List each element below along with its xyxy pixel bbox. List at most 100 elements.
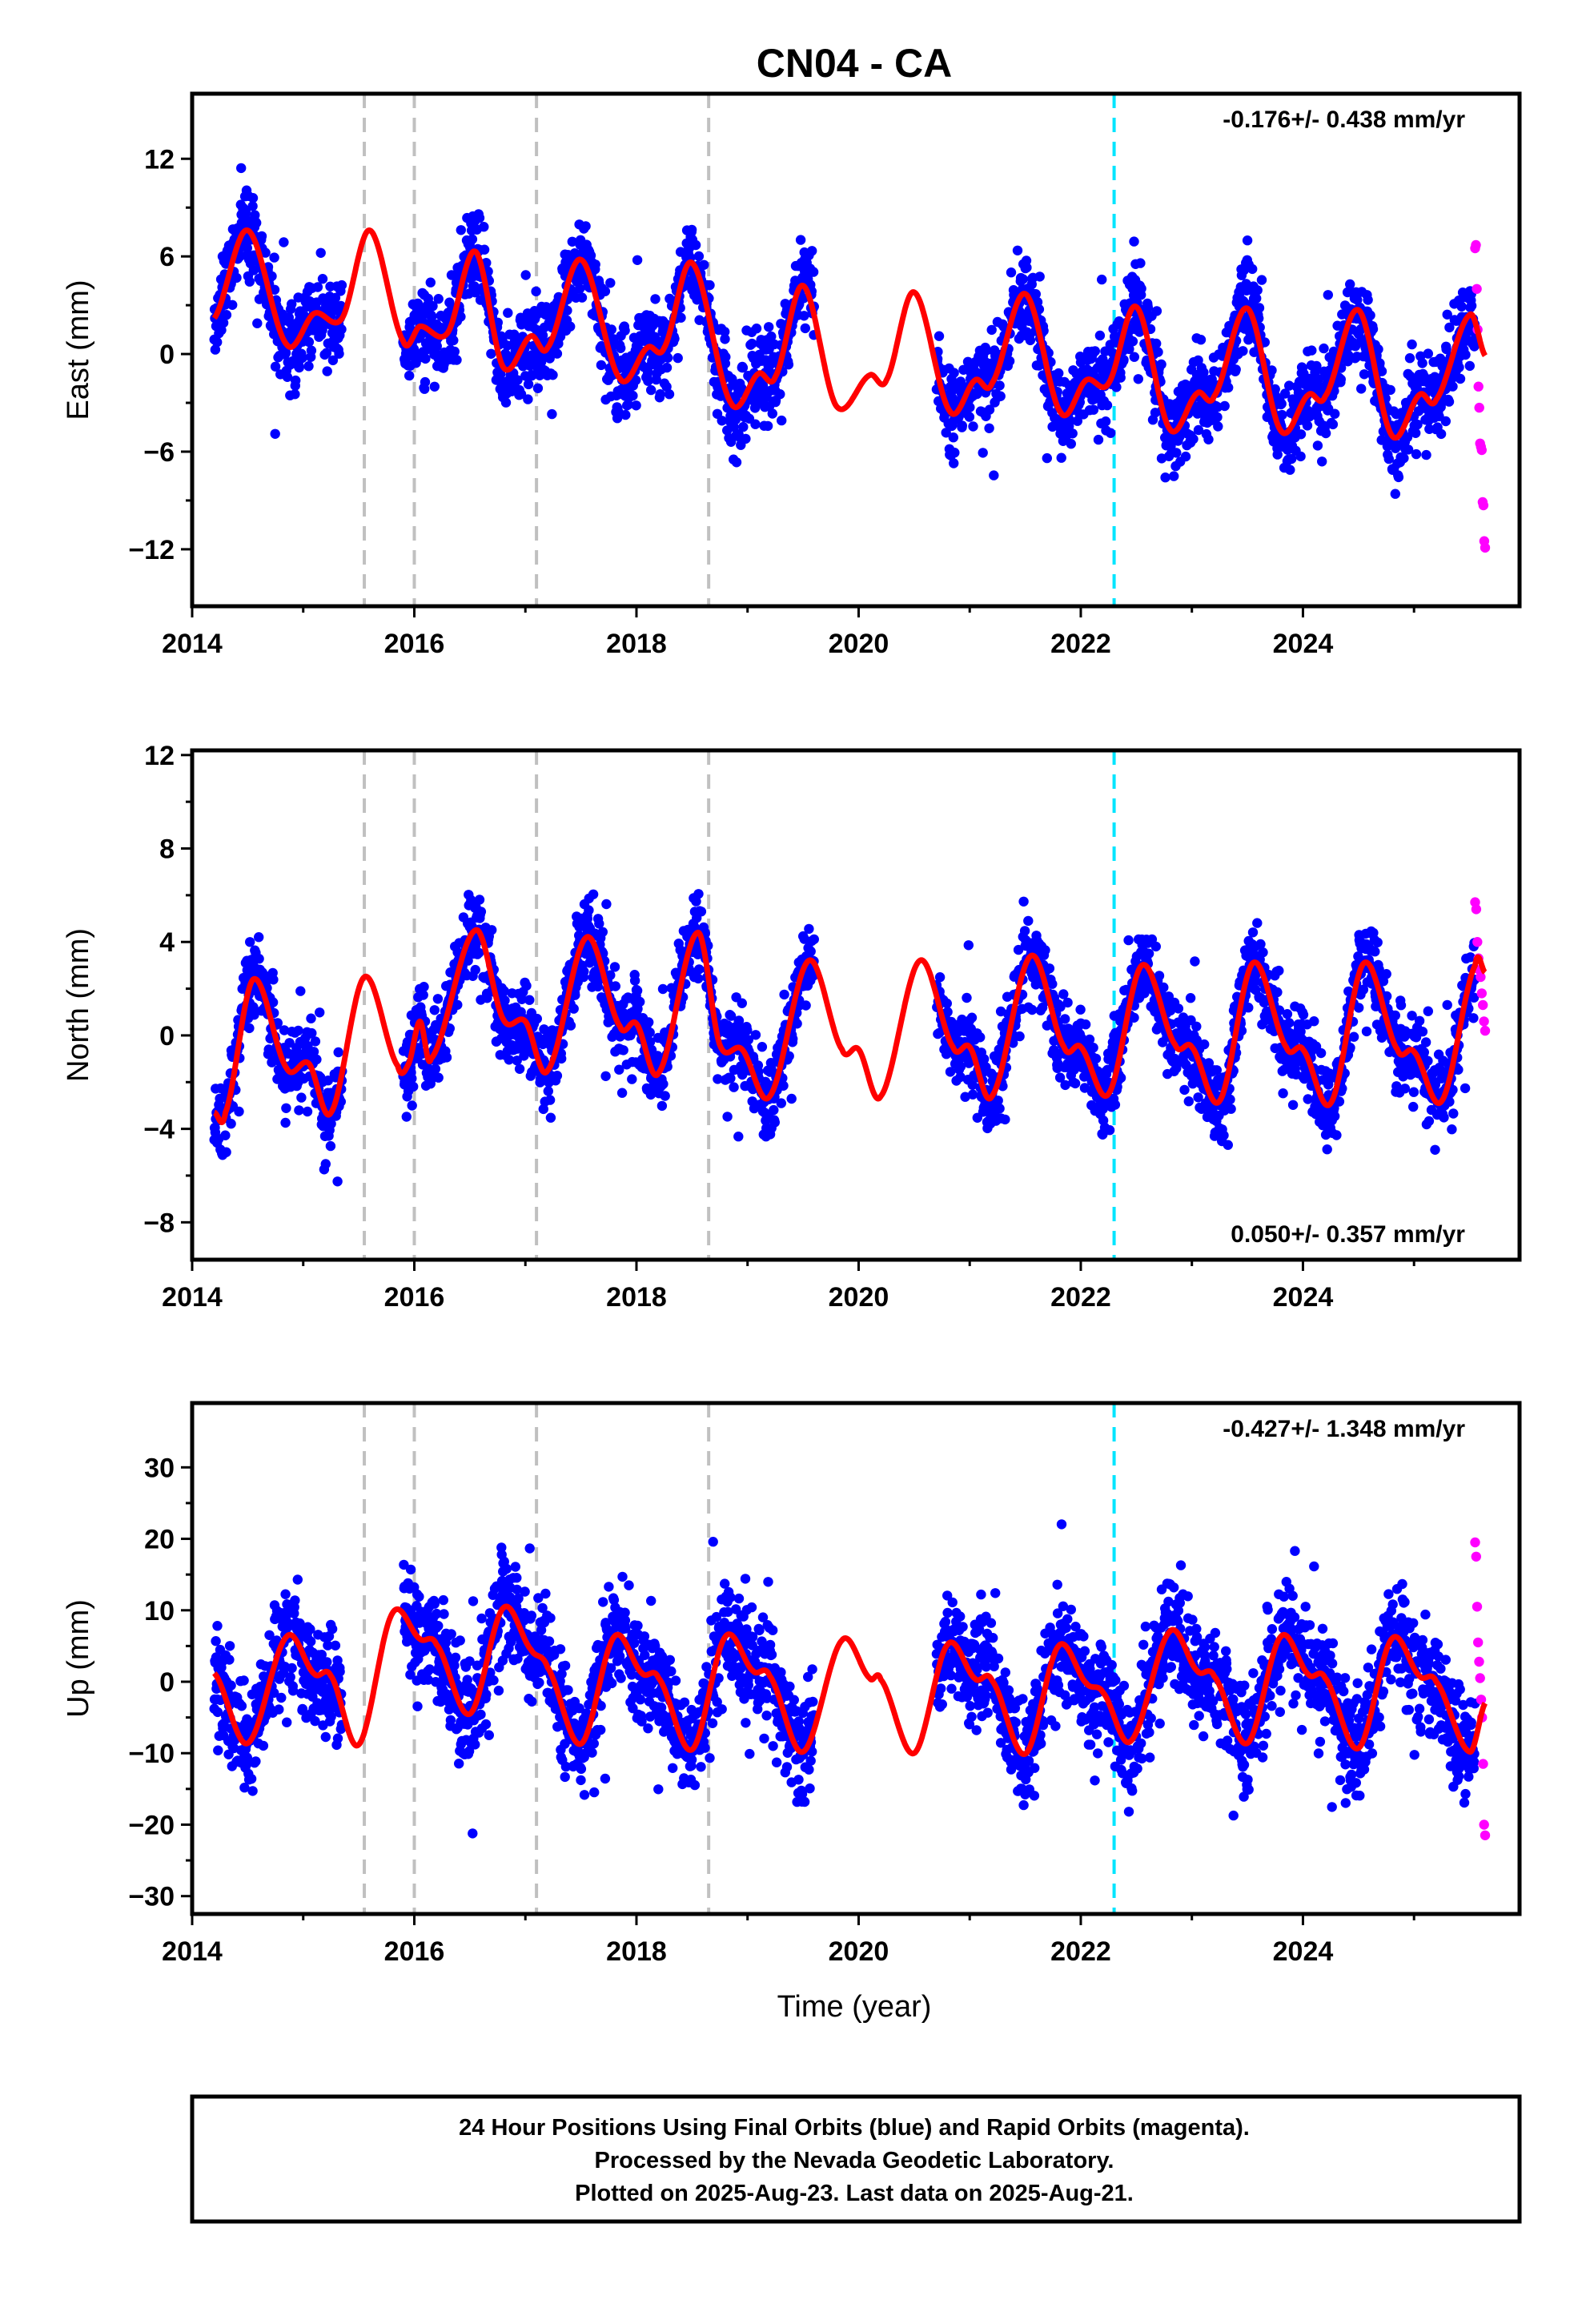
north-point-341 [408, 1081, 419, 1092]
north-point-85 [245, 937, 255, 947]
north-point-1964 [1173, 1003, 1184, 1014]
north-point-852 [609, 962, 620, 972]
east-point-2292 [1295, 451, 1306, 462]
east-point-800 [580, 221, 591, 231]
east-point-2354 [1320, 428, 1331, 439]
north-plot-area [192, 750, 1520, 1260]
east-point-324 [336, 324, 347, 335]
north-point-402 [433, 1072, 444, 1083]
east-point-1946 [1160, 472, 1170, 483]
north-point-1151 [729, 1082, 739, 1092]
north-point-1992 [1185, 993, 1196, 1003]
east-point-1112 [705, 279, 715, 291]
north-point-1337 [805, 946, 816, 957]
east-point-74 [236, 163, 247, 174]
north-point-602 [514, 1063, 525, 1075]
east-point-2685 [1447, 381, 1458, 392]
east-xtick-label-2: 2018 [606, 629, 667, 659]
east-point-1869 [1129, 236, 1139, 247]
east-point-231 [297, 352, 307, 364]
east-point-1195 [738, 421, 749, 432]
east-point-1031 [673, 352, 683, 364]
north-point-1286 [786, 1093, 797, 1104]
north-point-1749 [1090, 1053, 1102, 1064]
north-point-1633 [1044, 963, 1055, 974]
east-point-1682 [1056, 452, 1066, 463]
north-point-2102 [1226, 1104, 1236, 1114]
east-point-597 [503, 308, 513, 318]
north-point-872 [616, 1088, 628, 1098]
east-point-1767 [1088, 404, 1099, 415]
north-point-274 [320, 1159, 331, 1169]
north-point-1622 [1040, 945, 1050, 955]
east-point-159 [269, 252, 279, 263]
east-point-1870 [1129, 352, 1140, 362]
north-point-979 [660, 1091, 670, 1101]
east-point-755 [562, 305, 572, 316]
north-point-1062 [693, 889, 704, 899]
east-point-1595 [1022, 262, 1032, 273]
east-point-117 [252, 318, 263, 328]
east-point-1418 [949, 458, 959, 468]
east-point-1227 [750, 419, 761, 429]
east-point-2663 [1440, 416, 1452, 427]
north-point-832 [600, 1071, 611, 1082]
east-xtick-label-4: 2022 [1050, 629, 1111, 659]
north-point-28 [221, 1147, 231, 1157]
east-point-924 [631, 400, 641, 411]
east-point-1831 [1115, 372, 1126, 383]
north-point-1302 [792, 1019, 802, 1029]
east-point-1785 [1097, 274, 1107, 285]
east-rapid-point-1 [1471, 239, 1481, 251]
east-point-454 [449, 346, 460, 357]
north-point-2083 [1219, 1130, 1229, 1140]
east-point-2542 [1390, 489, 1401, 499]
north-point-1569 [1018, 896, 1029, 907]
north-point-177 [280, 1117, 291, 1128]
east-point-1492 [978, 448, 988, 458]
north-point-1423 [962, 992, 972, 1003]
east-point-1293 [775, 389, 785, 400]
east-point-2588 [1411, 448, 1422, 460]
east-point-274 [315, 247, 326, 258]
east-point-280 [317, 274, 328, 284]
east-point-86 [240, 207, 251, 217]
north-point-678 [543, 1086, 553, 1096]
east-point-2476 [1365, 310, 1375, 320]
east-point-473 [456, 225, 466, 235]
north-point-1561 [1014, 1031, 1025, 1042]
east-rapid-point-5 [1474, 402, 1484, 413]
east-point-1967 [1169, 471, 1179, 481]
east-point-1354 [800, 323, 810, 334]
north-point-233 [302, 1106, 313, 1117]
east-point-1675 [1054, 368, 1064, 379]
east-point-1819 [1111, 382, 1122, 392]
east-point-2171 [1247, 263, 1258, 275]
east-point-1712 [1067, 428, 1078, 439]
east-point-247 [303, 336, 315, 348]
east-point-1891 [1136, 283, 1146, 294]
north-point-2030 [1199, 1039, 1210, 1050]
north-point-1135 [722, 1112, 733, 1122]
east-point-459 [452, 355, 462, 365]
east-point-378 [420, 376, 431, 388]
north-point-2095 [1223, 1140, 1234, 1150]
north-point-1508 [994, 1104, 1005, 1114]
north-point-1064 [694, 964, 705, 975]
east-point-2727 [1464, 360, 1476, 372]
east-point-1517 [989, 470, 999, 480]
north-point-973 [657, 983, 669, 995]
east-point-1779 [1093, 434, 1104, 445]
north-point-1465 [979, 1054, 990, 1064]
east-point-180 [279, 237, 289, 247]
east-point-1531 [994, 380, 1005, 391]
north-point-1170 [737, 998, 747, 1008]
east-point-2360 [1323, 290, 1334, 300]
north-point-1333 [804, 923, 814, 935]
east-point-764 [565, 321, 576, 332]
east-point-1643 [1042, 452, 1053, 464]
north-point-503 [474, 895, 485, 905]
east-point-1264 [764, 322, 774, 332]
north-point-1212 [757, 1042, 768, 1052]
